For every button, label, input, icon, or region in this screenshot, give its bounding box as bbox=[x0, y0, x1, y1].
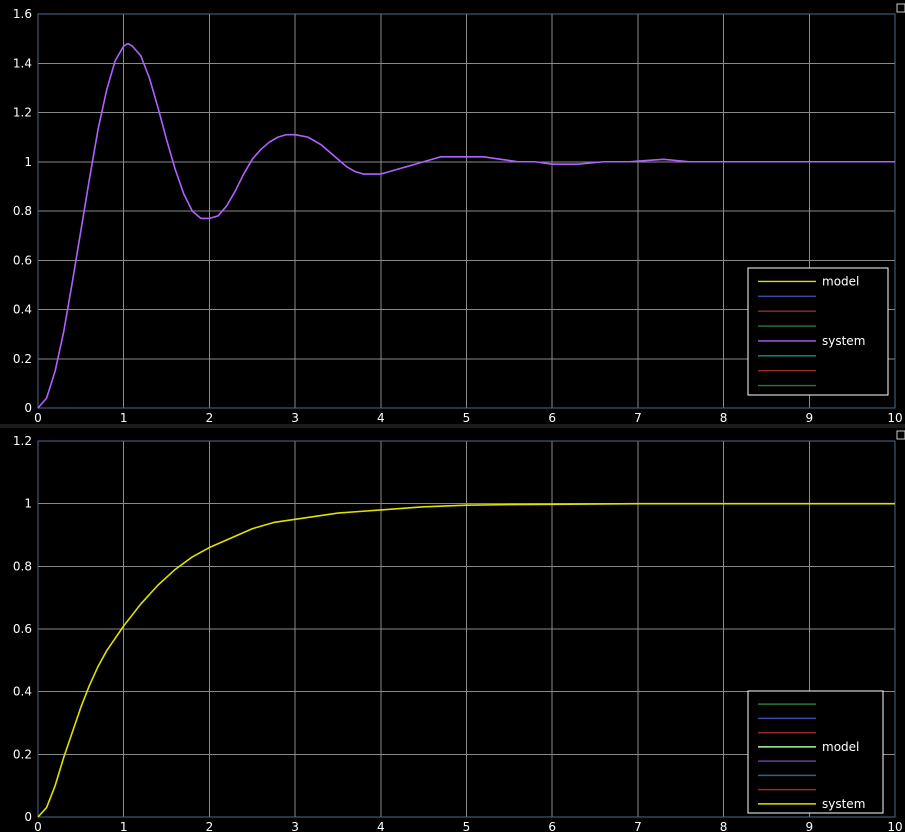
y-tick-label: 0.4 bbox=[13, 303, 32, 317]
x-tick-label: 9 bbox=[805, 820, 813, 832]
y-tick-label: 1.6 bbox=[13, 7, 32, 21]
legend: model system bbox=[747, 267, 889, 396]
legend-label: system bbox=[822, 334, 865, 348]
maximize-icon-frame bbox=[896, 3, 905, 13]
x-tick-label: 6 bbox=[548, 411, 556, 425]
legend-label: system bbox=[822, 797, 865, 811]
x-tick-label: 4 bbox=[377, 820, 385, 832]
bottom-scope-axes: 0 1 2 3 4 5 6 7 8 9 10 0 0.2 0.4 0.6 0.8 1 1.2 model system bbox=[13, 430, 905, 832]
x-tick-label: 10 bbox=[887, 820, 902, 832]
y-tick-label: 0.6 bbox=[13, 253, 32, 267]
x-tick-label: 3 bbox=[291, 411, 299, 425]
x-tick-label: 1 bbox=[120, 411, 128, 425]
legend: model system bbox=[747, 690, 884, 814]
y-tick-label: 0.2 bbox=[13, 352, 32, 366]
legend-label: model bbox=[822, 740, 859, 754]
x-tick-label: 0 bbox=[34, 820, 42, 832]
x-tick-label: 7 bbox=[634, 820, 642, 832]
x-tick-label: 9 bbox=[805, 411, 813, 425]
x-tick-label: 6 bbox=[548, 820, 556, 832]
legend-box bbox=[747, 267, 889, 396]
y-tick-label: 0 bbox=[24, 810, 32, 824]
maximize-icon-frame bbox=[896, 430, 905, 440]
x-tick-label: 5 bbox=[463, 820, 471, 832]
y-tick-label: 0.2 bbox=[13, 747, 32, 761]
x-tick-label: 2 bbox=[206, 820, 214, 832]
x-tick-label: 1 bbox=[120, 820, 128, 832]
y-tick-label: 0.6 bbox=[13, 622, 32, 636]
x-tick-label: 2 bbox=[206, 411, 214, 425]
x-tick-label: 0 bbox=[34, 411, 42, 425]
x-tick-label: 8 bbox=[720, 820, 728, 832]
axes-border bbox=[37, 440, 896, 818]
legend-label: model bbox=[822, 274, 859, 288]
maximize-icon bbox=[896, 430, 905, 440]
y-tick-label: 0.8 bbox=[13, 559, 32, 573]
y-tick-label: 1 bbox=[24, 497, 32, 511]
top-scope-axes: 0 1 2 3 4 5 6 7 8 9 10 0 0.2 0.4 0.6 0.8 1 1.2 1.4 1.6 model… bbox=[13, 3, 905, 425]
series-line-system bbox=[37, 502, 895, 818]
y-tick-label: 1.2 bbox=[13, 434, 32, 448]
x-tick-label: 5 bbox=[463, 411, 471, 425]
series-line-system bbox=[37, 42, 895, 409]
maximize-icon bbox=[896, 3, 905, 13]
x-tick-label: 8 bbox=[720, 411, 728, 425]
y-tick-label: 0 bbox=[24, 401, 32, 415]
y-tick-label: 1.2 bbox=[13, 106, 32, 120]
y-tick-label: 1 bbox=[24, 155, 32, 169]
x-tick-label: 4 bbox=[377, 411, 385, 425]
x-tick-label: 3 bbox=[291, 820, 299, 832]
axes-border bbox=[37, 13, 896, 409]
y-tick-label: 1.4 bbox=[13, 56, 32, 70]
y-tick-label: 0.4 bbox=[13, 685, 32, 699]
scope-separator bbox=[0, 424, 905, 428]
y-tick-label: 0.8 bbox=[13, 204, 32, 218]
legend-box bbox=[747, 690, 884, 814]
x-tick-label: 10 bbox=[887, 411, 902, 425]
x-tick-label: 7 bbox=[634, 411, 642, 425]
